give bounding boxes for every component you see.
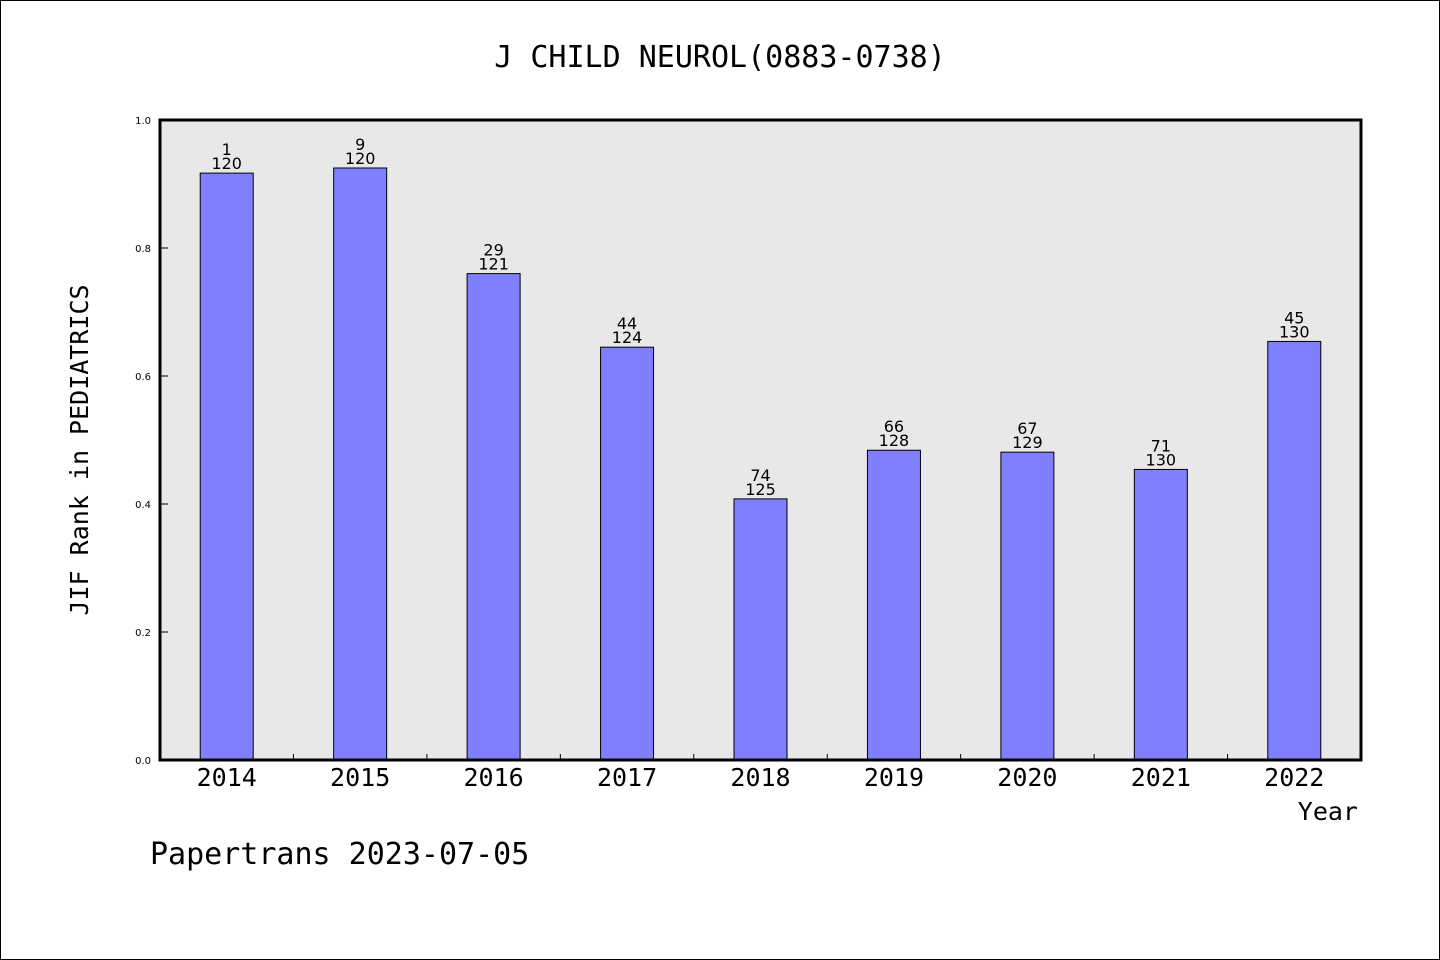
y-tick-label-3: 0.6 <box>135 372 151 383</box>
bar-rank-label-2017: 44 <box>617 314 637 333</box>
x-axis: 2014 2015 2016 2017 2018 2019 2020 2021 2022 <box>197 754 1324 792</box>
footer-text: Papertrans 2023-07-05 <box>150 837 529 872</box>
x-tick-label-2017: 2017 <box>597 763 657 792</box>
bar-2019 <box>866 449 921 761</box>
bar-total-label-2017: 124 <box>612 328 643 347</box>
y-tick-label-2: 0.4 <box>135 500 151 511</box>
x-tick-label-2021: 2021 <box>1131 763 1191 792</box>
bar-total-label-2014: 120 <box>211 154 242 173</box>
bar-2020 <box>1000 451 1055 761</box>
bar-rank-label-2020: 67 <box>1017 419 1037 438</box>
bar-total-label-2015: 120 <box>345 149 376 168</box>
bar-2021 <box>1133 468 1188 761</box>
y-tick-label-4: 0.8 <box>135 244 151 255</box>
bar-rank-label-2022: 45 <box>1284 308 1304 327</box>
x-tick-label-2016: 2016 <box>464 763 524 792</box>
bar-2014 <box>199 172 254 761</box>
y-axis-label: JIF Rank in PEDIATRICS <box>65 284 94 615</box>
x-tick-label-2018: 2018 <box>730 763 790 792</box>
bar-2015 <box>333 167 388 761</box>
bar-rank-label-2018: 74 <box>750 466 770 485</box>
bar-total-label-2016: 121 <box>478 255 509 274</box>
bar-2017 <box>600 346 655 761</box>
bar-rank-label-2019: 66 <box>884 417 904 436</box>
bar-2022 <box>1267 340 1322 761</box>
bar-rank-label-2014: 1 <box>222 140 232 159</box>
plot-border <box>158 118 1363 762</box>
y-tick-label-0: 0.0 <box>135 756 151 767</box>
bar-2018 <box>733 498 788 761</box>
bar-total-label-2022: 130 <box>1279 322 1310 341</box>
bar-total-label-2019: 128 <box>879 431 910 450</box>
chart-title: J CHILD NEUROL(0883-0738) <box>494 40 946 75</box>
x-tick-label-2022: 2022 <box>1264 763 1324 792</box>
bar-total-label-2018: 125 <box>745 480 776 499</box>
x-tick-label-2019: 2019 <box>864 763 924 792</box>
bar-rank-label-2015: 9 <box>355 135 365 154</box>
x-tick-label-2014: 2014 <box>197 763 257 792</box>
x-axis-label: Year <box>1298 797 1358 826</box>
bar-2016 <box>466 273 521 761</box>
x-tick-label-2020: 2020 <box>997 763 1057 792</box>
y-tick-label-1: 0.2 <box>135 628 151 639</box>
bars-group <box>199 167 1322 761</box>
bar-total-label-2020: 129 <box>1012 433 1043 452</box>
y-tick-label-5: 1.0 <box>135 116 151 127</box>
bar-rank-label-2021: 71 <box>1151 436 1171 455</box>
bar-rank-label-2016: 29 <box>483 241 503 260</box>
bar-total-label-2021: 130 <box>1146 450 1177 469</box>
x-tick-label-2015: 2015 <box>330 763 390 792</box>
